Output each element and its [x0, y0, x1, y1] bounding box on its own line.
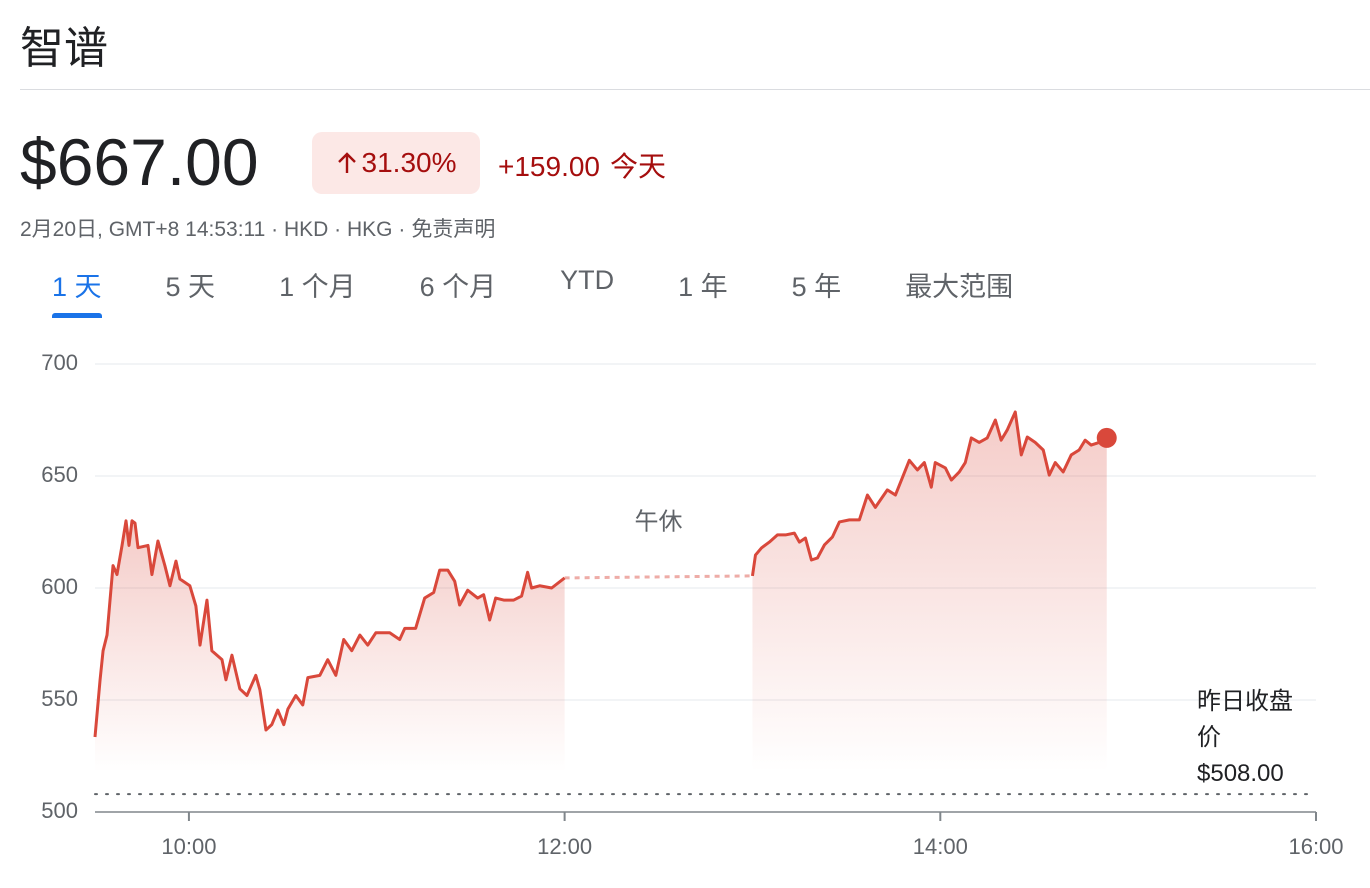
previous-close-text: 昨日收盘价 [1197, 688, 1293, 751]
previous-close-label: 昨日收盘价 $508.00 [1197, 684, 1309, 792]
break-connector [564, 574, 753, 580]
range-tab[interactable]: 1 年 [678, 272, 728, 302]
current-point [1096, 427, 1117, 448]
y-tick-label: 550 [41, 686, 78, 711]
disclaimer-link[interactable]: 免责声明 [411, 218, 496, 241]
price: $667.00 [20, 125, 259, 199]
change: +159.00 今天 [498, 145, 666, 185]
price-area [752, 411, 1107, 772]
price-area [95, 520, 565, 772]
change-period: 今天 [610, 151, 667, 182]
up-arrow-icon [337, 152, 356, 173]
divider [20, 89, 1370, 90]
y-tick-label: 700 [41, 350, 78, 375]
meta-text: 2月20日, GMT+8 14:53:11 · HKD · HKG · [20, 218, 406, 241]
change-value: +159.00 [498, 151, 600, 182]
y-tick-label: 650 [41, 462, 78, 487]
range-tab[interactable]: 1 个月 [279, 272, 356, 302]
range-tab[interactable]: 5 天 [165, 272, 216, 302]
range-tab[interactable]: 5 年 [791, 272, 842, 302]
price-line [93, 410, 1108, 738]
range-tab[interactable]: YTD [560, 265, 615, 295]
x-tick-label: 12:00 [537, 834, 592, 859]
range-tabs: 1 天 5 天 1 个月 6 个月 YTD 1 年 5 年 最大范围 [52, 265, 1014, 318]
x-tick-label: 14:00 [913, 834, 968, 859]
previous-close-value: $508.00 [1197, 760, 1284, 787]
x-tick-label: 10:00 [161, 834, 216, 859]
y-tick-label: 600 [41, 574, 78, 599]
range-tab[interactable]: 最大范围 [905, 272, 1014, 302]
range-tab[interactable]: 6 个月 [419, 272, 497, 302]
change-badge: 31.30% [312, 132, 480, 194]
quote-meta: 2月20日, GMT+8 14:53:11 · HKD · HKG · 免责声明 [20, 213, 495, 243]
break-label: 午休 [635, 508, 683, 535]
page-title: 智谱 [20, 24, 108, 73]
x-tick-label: 16:00 [1288, 834, 1343, 859]
y-tick-label: 500 [41, 798, 78, 823]
change-percent: 31.30% [361, 147, 457, 178]
range-tab[interactable]: 1 天 [52, 265, 102, 318]
